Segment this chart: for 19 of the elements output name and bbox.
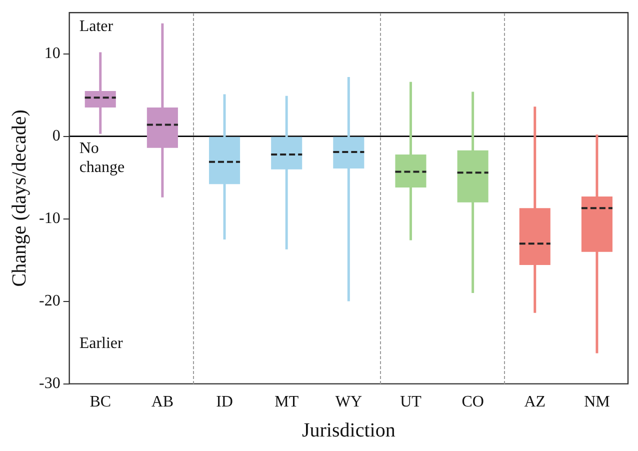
y-tick-label: 10 xyxy=(44,45,60,62)
y-tick-label: -30 xyxy=(39,375,60,392)
x-tick-label: CO xyxy=(462,394,484,411)
y-tick-label: 0 xyxy=(52,128,60,145)
x-tick-label: ID xyxy=(216,394,233,411)
x-tick-label: BC xyxy=(90,394,112,411)
x-tick-label: WY xyxy=(335,394,362,411)
y-axis-title: Change (days/decade) xyxy=(8,110,30,287)
x-tick-label: MT xyxy=(274,394,299,411)
x-tick-label: AZ xyxy=(524,394,546,411)
x-tick-label: NM xyxy=(584,394,610,411)
y-tick-label: -20 xyxy=(39,292,60,310)
annotation: No change xyxy=(79,139,125,178)
x-tick-label: UT xyxy=(400,394,422,411)
y-tick-label: -10 xyxy=(39,210,60,228)
annotation: Earlier xyxy=(79,334,123,353)
x-tick-label: AB xyxy=(151,394,174,411)
x-axis-title: Jurisdiction xyxy=(302,419,396,442)
annotation: Later xyxy=(79,16,114,36)
